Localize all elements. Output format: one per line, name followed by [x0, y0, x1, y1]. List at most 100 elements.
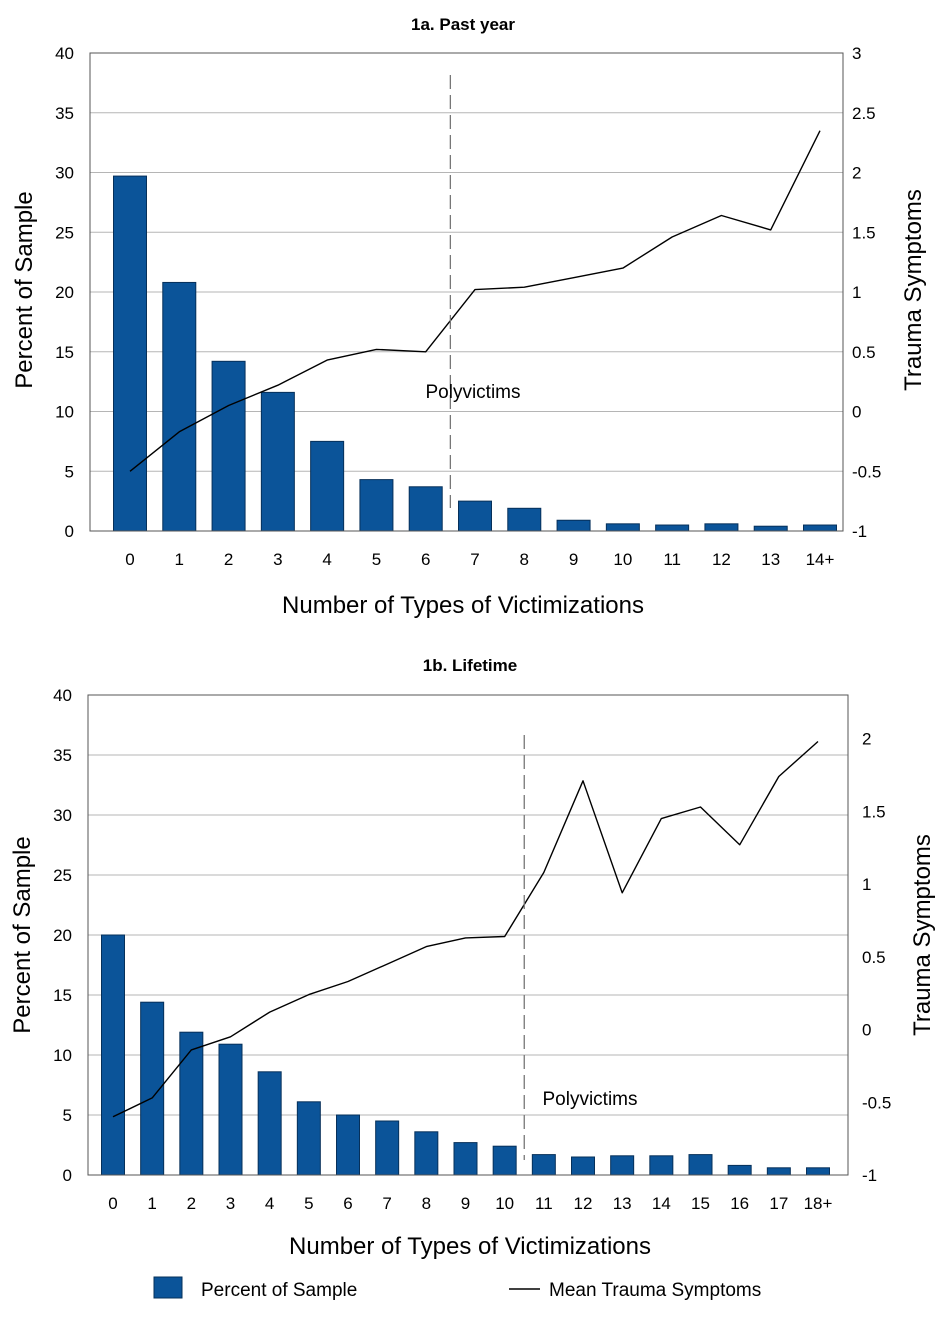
bar — [492, 1145, 517, 1176]
y2-tick-label: 0.5 — [852, 343, 876, 362]
x-tick-label: 14+ — [806, 550, 835, 569]
x-tick-label: 1 — [175, 550, 184, 569]
x-tick-label: 0 — [125, 550, 134, 569]
y2-tick-label: 1.5 — [862, 802, 886, 821]
y2-tick-label: 1 — [852, 283, 861, 302]
x-tick-label: 4 — [322, 550, 331, 569]
y-tick-label: 5 — [63, 1106, 72, 1125]
y-tick-label: 40 — [53, 686, 72, 705]
plot-frame — [89, 52, 844, 532]
bar — [727, 1164, 752, 1176]
bar — [296, 1101, 321, 1176]
plot-frame — [87, 694, 849, 1176]
y2-tick-label: 1 — [862, 875, 871, 894]
bar — [375, 1120, 400, 1176]
bar — [336, 1114, 360, 1176]
polyvictims-annotation: Polyvictims — [542, 1089, 637, 1110]
chart-lifetime: 1b. Lifetime 0510152025303540-1-0.500.51… — [9, 656, 936, 1260]
y-tick-label: 30 — [53, 806, 72, 825]
bar — [704, 523, 739, 532]
y-tick-label: 35 — [55, 104, 74, 123]
x-tick-label: 11 — [663, 550, 681, 569]
y-tick-label: 15 — [53, 986, 72, 1005]
y-tick-label: 25 — [55, 223, 74, 242]
y-tick-label: 15 — [55, 343, 74, 362]
y2-tick-label: -0.5 — [852, 462, 881, 481]
y2-tick-label: 0 — [852, 403, 861, 422]
bar — [359, 479, 394, 532]
bar — [179, 1031, 204, 1176]
y-tick-label: 10 — [55, 403, 74, 422]
bar — [257, 1071, 282, 1176]
bar — [610, 1155, 635, 1176]
y-axis-label: Percent of Sample — [11, 191, 38, 388]
x-tick-label: 7 — [470, 550, 479, 569]
bar — [310, 440, 345, 532]
x-tick-label: 2 — [224, 550, 233, 569]
x-tick-label: 3 — [273, 550, 282, 569]
x-tick-label: 5 — [304, 1194, 313, 1213]
y-tick-label: 0 — [63, 1166, 72, 1185]
x-tick-label: 17 — [769, 1194, 788, 1213]
bar — [218, 1043, 243, 1176]
x-tick-label: 18+ — [804, 1194, 833, 1213]
x-axis-label: Number of Types of Victimizations — [282, 592, 644, 619]
bar — [531, 1154, 556, 1176]
bar — [556, 519, 591, 532]
x-tick-label: 9 — [569, 550, 578, 569]
y-tick-label: 30 — [55, 164, 74, 183]
y2-tick-label: 2.5 — [852, 104, 876, 123]
bar — [408, 486, 443, 532]
y-tick-label: 0 — [65, 522, 74, 541]
bar — [753, 525, 788, 532]
bar — [507, 507, 542, 532]
x-tick-label: 0 — [108, 1194, 117, 1213]
legend-line-label: Mean Trauma Symptoms — [549, 1280, 761, 1301]
y2-tick-label: 0.5 — [862, 948, 886, 967]
bar — [453, 1142, 478, 1176]
y2-tick-label: 3 — [852, 44, 861, 63]
bar — [605, 523, 640, 532]
x-tick-label: 9 — [461, 1194, 470, 1213]
bar — [211, 360, 246, 532]
x-tick-label: 8 — [520, 550, 529, 569]
y2-tick-label: 1.5 — [852, 223, 876, 242]
x-tick-label: 6 — [343, 1194, 352, 1213]
y-tick-label: 25 — [53, 866, 72, 885]
trauma-line — [112, 740, 819, 1118]
bar — [766, 1167, 791, 1176]
x-tick-label: 10 — [495, 1194, 514, 1213]
x-tick-label: 11 — [535, 1194, 553, 1213]
chart-title: 1b. Lifetime — [423, 656, 517, 675]
trauma-line — [129, 130, 821, 472]
bar — [649, 1155, 674, 1176]
bar — [655, 524, 690, 532]
y2-tick-label: 2 — [862, 730, 871, 749]
x-tick-label: 13 — [761, 550, 780, 569]
x-tick-label: 1 — [147, 1194, 156, 1213]
x-tick-label: 10 — [613, 550, 632, 569]
bar — [101, 934, 125, 1176]
y2-tick-label: -1 — [852, 522, 867, 541]
bar — [806, 1167, 830, 1176]
y-axis-label: Percent of Sample — [9, 836, 36, 1033]
bar — [458, 500, 492, 532]
x-tick-label: 8 — [422, 1194, 431, 1213]
x-tick-label: 2 — [187, 1194, 196, 1213]
bar — [260, 391, 295, 532]
y-tick-label: 5 — [65, 462, 74, 481]
x-tick-label: 13 — [613, 1194, 632, 1213]
y2-tick-label: 2 — [852, 164, 861, 183]
y2-axis-label: Trauma Symptoms — [900, 189, 927, 391]
x-tick-label: 6 — [421, 550, 430, 569]
chart-past-year: 1a. Past year 0510152025303540-1-0.500.5… — [11, 15, 927, 619]
x-tick-label: 16 — [730, 1194, 749, 1213]
y-tick-label: 20 — [53, 926, 72, 945]
bar — [113, 175, 147, 532]
polyvictims-annotation: Polyvictims — [425, 382, 520, 403]
x-tick-label: 15 — [691, 1194, 710, 1213]
x-tick-label: 5 — [372, 550, 381, 569]
y-tick-label: 35 — [53, 746, 72, 765]
legend: Percent of Sample Mean Trauma Symptoms — [153, 1276, 761, 1301]
